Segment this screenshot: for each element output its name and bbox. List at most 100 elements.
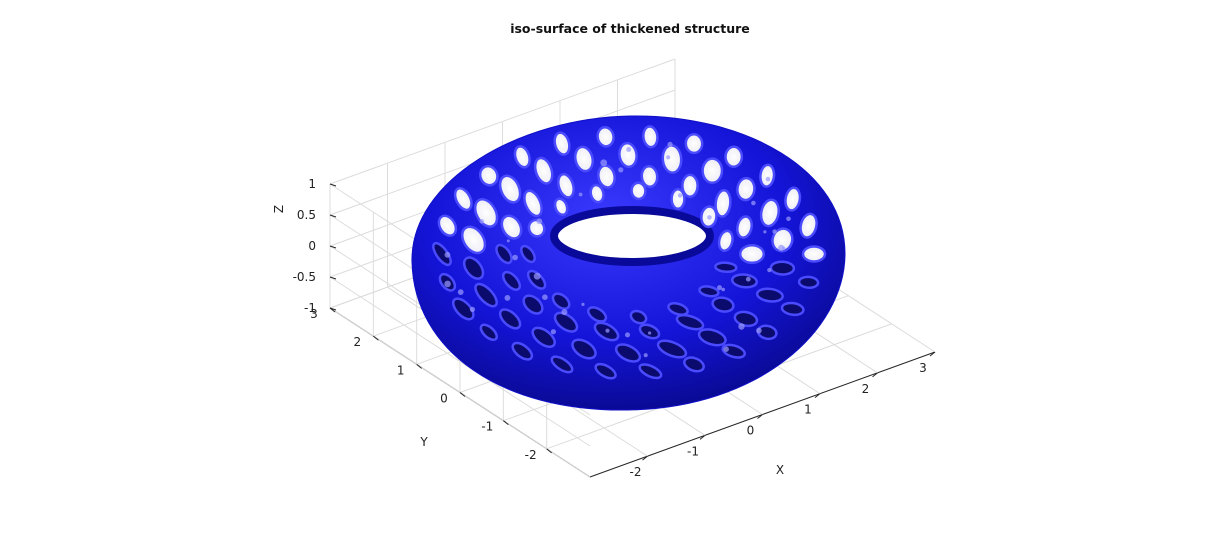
surface-pore [474, 282, 498, 308]
x-tick-label: 1 [804, 403, 812, 417]
surface-pore [589, 183, 605, 204]
surface-pore [797, 275, 820, 289]
surface-pore [553, 197, 569, 217]
surface-highlight [677, 193, 683, 198]
surface-highlight [721, 287, 725, 292]
torus-iso-surface [411, 115, 846, 411]
x-axis-label: X [776, 463, 784, 477]
y-tick-mark [546, 448, 552, 454]
surface-pore [730, 273, 759, 289]
surface-highlight [581, 302, 585, 306]
surface-pore [526, 269, 547, 290]
surface-pore [642, 125, 659, 149]
x-tick-label: -2 [630, 465, 642, 479]
z-axis-label: Z [272, 205, 286, 213]
surface-highlight [745, 276, 751, 282]
torus-center-hole [550, 206, 714, 266]
surface-pore [432, 241, 452, 267]
surface-pore [784, 186, 802, 212]
surface-pore [670, 187, 686, 211]
surface-pore [640, 164, 659, 189]
surface-highlight [666, 155, 671, 160]
x-tick-label: 0 [747, 424, 755, 438]
surface-highlight [479, 219, 485, 224]
surface-pore [501, 270, 522, 291]
y-tick-label: 2 [354, 335, 362, 349]
surface-pore [661, 144, 683, 174]
surface-pore [698, 285, 720, 298]
surface-highlight [506, 239, 510, 243]
surface-pore [630, 181, 647, 201]
surface-highlight [444, 251, 451, 258]
surface-pore [460, 225, 487, 255]
surface-pore [724, 145, 744, 169]
surface-highlight [512, 254, 518, 261]
surface-pore [714, 261, 738, 273]
surface-pore [771, 227, 794, 253]
z-tick-label: -1 [304, 301, 316, 315]
surface-highlight [667, 141, 673, 147]
surface-pore [498, 174, 522, 204]
y-tick-mark [503, 420, 509, 426]
y-tick-label: 0 [440, 392, 448, 406]
surface-pore [759, 198, 780, 228]
y-tick-label: 3 [310, 307, 318, 321]
surface-pore [533, 156, 554, 185]
surface-pore [513, 145, 531, 169]
surface-pore [550, 355, 574, 374]
surface-pore [736, 176, 756, 202]
surface-pore [675, 313, 705, 331]
surface-pore [801, 245, 827, 263]
surface-highlight [561, 309, 568, 316]
surface-highlight [605, 328, 610, 333]
y-tick-label: -2 [525, 448, 537, 462]
surface-pore [684, 133, 704, 155]
surface-pore [495, 243, 513, 265]
surface-highlight [542, 294, 548, 301]
surface-pore [738, 243, 766, 265]
surface-highlight [643, 353, 648, 358]
surface-pore [769, 260, 796, 276]
z-tick-label: 0.5 [297, 208, 316, 222]
chart-title: iso-surface of thickened structure [510, 21, 750, 36]
surface-pore [453, 187, 473, 212]
z-tick-mark [329, 183, 337, 187]
surface-pore [531, 326, 556, 348]
surface-pore [656, 339, 688, 359]
surface-highlight [533, 272, 541, 280]
surface-highlight [767, 268, 772, 273]
surface-pore [498, 308, 522, 330]
surface-highlight [626, 147, 632, 152]
surface-highlight [444, 280, 451, 288]
y-tick-mark [373, 335, 379, 341]
x-tick-mark [814, 393, 821, 399]
surface-highlight [751, 200, 756, 206]
surface-highlight [738, 323, 745, 330]
surface-highlight [707, 215, 712, 220]
z-tick-label: -0.5 [293, 270, 316, 284]
surface-pore [618, 141, 638, 169]
surface-pore [683, 356, 705, 373]
x-tick-mark [872, 372, 878, 378]
surface-highlight [504, 295, 511, 301]
surface-highlight [723, 346, 729, 352]
x-tick-label: 3 [919, 361, 927, 375]
surface-pore [755, 287, 784, 303]
wall-grid-line-z [329, 276, 591, 447]
surface-highlight [763, 230, 767, 234]
surface-pore [520, 244, 536, 264]
surface-pore [553, 311, 579, 333]
surface-pore [780, 301, 805, 317]
y-tick-mark [459, 392, 466, 397]
surface-highlight [618, 167, 624, 173]
x-tick-label: -1 [687, 444, 699, 458]
surface-highlight [765, 176, 771, 182]
surface-pore [451, 297, 475, 321]
z-tick-mark [329, 214, 337, 218]
surface-highlight [786, 216, 791, 222]
surface-pore [638, 363, 663, 380]
surface-pore [571, 338, 597, 360]
x-tick-label: 2 [862, 382, 870, 396]
